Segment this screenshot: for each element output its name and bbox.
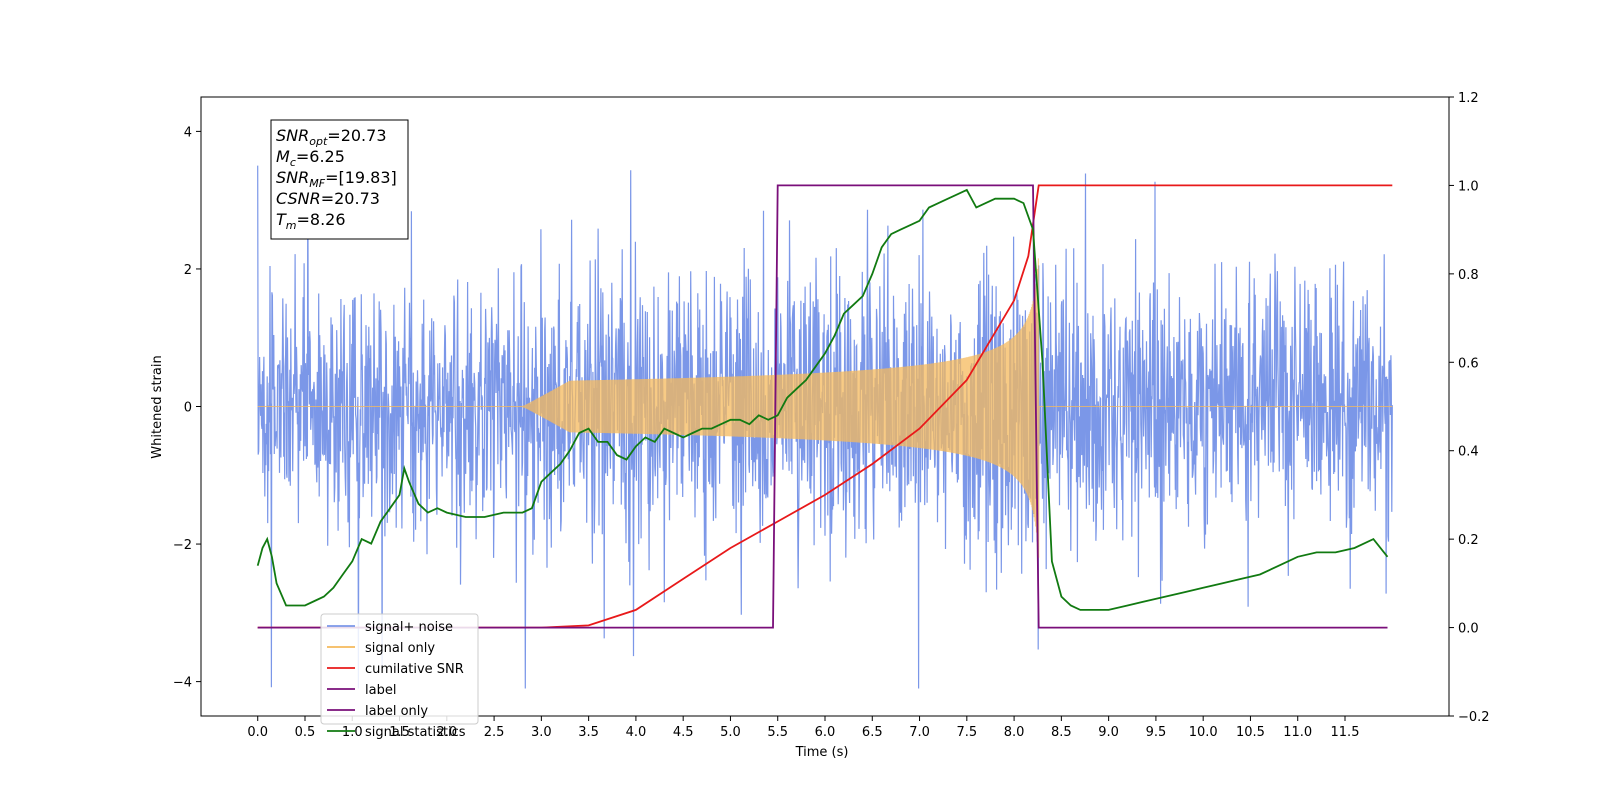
- x-tick-label: 8.0: [1004, 725, 1025, 740]
- y-tick-label: −2: [173, 538, 192, 553]
- series-line-2: [257, 184, 1393, 629]
- y2-tick-label: 1.0: [1458, 179, 1479, 194]
- y2-tick-label: 0.8: [1458, 268, 1479, 283]
- x-tick-label: 7.0: [909, 725, 930, 740]
- y-axis-label: Whitened strain: [150, 355, 165, 458]
- x-tick-label: 8.5: [1051, 725, 1072, 740]
- x-tick-label: 1.5: [389, 725, 410, 740]
- x-tick-label: 9.5: [1146, 725, 1167, 740]
- y-tick-label: 0: [184, 401, 192, 416]
- right-axis-series: [256, 184, 1393, 629]
- stat-line: Mc=6.25: [276, 147, 345, 169]
- y2-tick-label: −0.2: [1458, 710, 1490, 725]
- legend: signal+ noise signal only cumilative SNR la…: [320, 613, 479, 740]
- x-tick-label: 1.0: [342, 725, 363, 740]
- x-tick-label: 4.0: [626, 725, 647, 740]
- y2-tick-label: 0.2: [1458, 533, 1479, 548]
- x-tick-label: 10.0: [1189, 725, 1218, 740]
- x-tick-label: 3.0: [531, 725, 552, 740]
- stat-line: Tm=8.26: [276, 210, 346, 232]
- y2-tick-label: 0.4: [1458, 445, 1479, 460]
- stats-box-frame: [270, 119, 409, 240]
- x-tick-label: 6.0: [815, 725, 836, 740]
- x-tick-label: 6.5: [862, 725, 883, 740]
- series-signal-only: [257, 258, 1393, 558]
- x-tick-label: 11.5: [1331, 725, 1360, 740]
- x-tick-label: 9.0: [1098, 725, 1119, 740]
- stat-line: SNRMF=[19.83]: [276, 168, 397, 190]
- x-tick-label: 10.5: [1236, 725, 1265, 740]
- signal-only-line: [257, 258, 1393, 558]
- signal-noise-line: [257, 143, 1393, 689]
- legend-label: signal only: [365, 641, 435, 656]
- x-tick-label: 7.5: [956, 725, 977, 740]
- series-line-3: [257, 184, 1388, 629]
- x-tick-label: 5.5: [767, 725, 788, 740]
- x-tick-label: 4.5: [673, 725, 694, 740]
- x-tick-label: 0.0: [247, 725, 268, 740]
- legend-label: signal+ noise: [365, 620, 453, 635]
- x-tick-label: 2.0: [436, 725, 457, 740]
- x-tick-label: 3.5: [578, 725, 599, 740]
- y-axis-right: −0.2 0.0 0.2 0.4 0.6 0.8 1.0 1.2: [1449, 91, 1490, 725]
- series-line-5: [256, 188, 1389, 611]
- legend-label: signal statistics: [365, 725, 466, 740]
- y-tick-label: 4: [184, 125, 192, 140]
- stat-line: CSNR=20.73: [276, 189, 380, 208]
- legend-label: label: [365, 683, 396, 698]
- x-tick-label: 11.0: [1283, 725, 1312, 740]
- legend-label: label only: [365, 704, 428, 719]
- x-tick-label: 0.5: [295, 725, 316, 740]
- x-tick-label: 5.0: [720, 725, 741, 740]
- legend-frame: [320, 613, 479, 725]
- stat-line: SNRopt=20.73: [276, 126, 387, 148]
- stats-box: SNRopt=20.73Mc=6.25SNRMF=[19.83]CSNR=20.…: [270, 119, 409, 240]
- x-axis: 0.0 0.5 1.0 1.5 2.0 2.5 3.0 3.5 4.0 4.5 5.0 5.5 6.0 6…: [247, 716, 1359, 740]
- x-tick-label: 2.5: [484, 725, 505, 740]
- y2-tick-label: 0.6: [1458, 356, 1479, 371]
- y2-tick-label: 0.0: [1458, 622, 1479, 637]
- legend-label: cumilative SNR: [365, 662, 464, 677]
- y-tick-label: −4: [173, 676, 192, 691]
- x-axis-label: Time (s): [795, 745, 849, 760]
- y-axis-left: −4 −2 0 2 4: [173, 125, 201, 691]
- y2-tick-label: 1.2: [1458, 91, 1479, 106]
- y-tick-label: 2: [184, 263, 192, 278]
- series-signal-noise: [257, 143, 1393, 689]
